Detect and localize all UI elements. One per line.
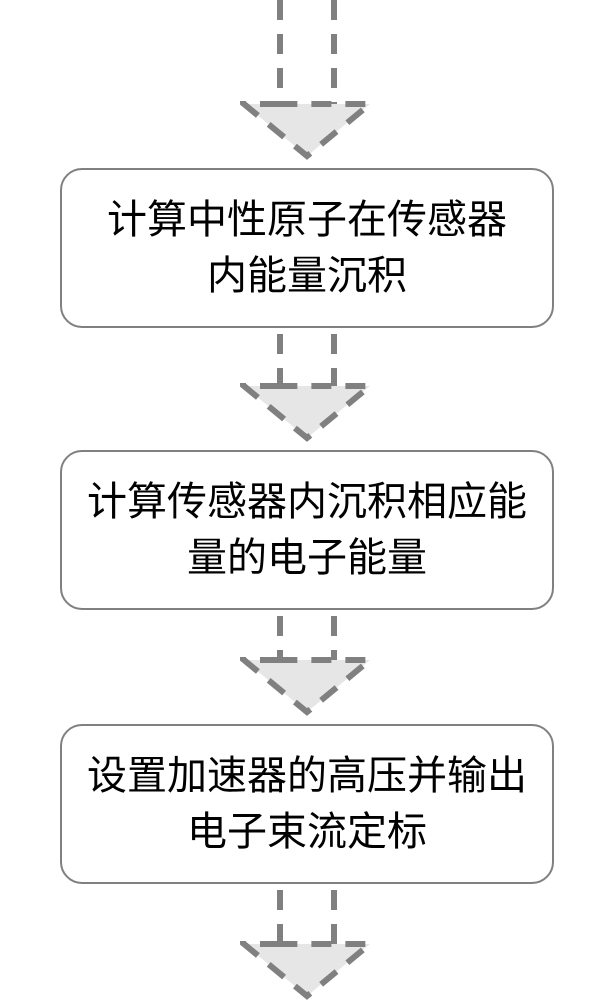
step-1-box: 计算中性原子在传感器 内能量沉积 xyxy=(60,168,554,328)
step-2-box: 计算传感器内沉积相应能 量的电子能量 xyxy=(60,450,554,610)
arrow-bottom xyxy=(240,890,374,1000)
flowchart-canvas: 计算中性原子在传感器 内能量沉积 计算传感器内沉积相应能 量的电子能量 设置加速… xyxy=(0,0,608,1000)
arrow-1-2 xyxy=(240,334,374,442)
step-3-text: 设置加速器的高压并输出 电子束流定标 xyxy=(87,748,527,860)
step-2-text: 计算传感器内沉积相应能 量的电子能量 xyxy=(87,474,527,586)
step-1-text: 计算中性原子在传感器 内能量沉积 xyxy=(107,192,507,304)
step-3-box: 设置加速器的高压并输出 电子束流定标 xyxy=(60,724,554,884)
arrow-2-3 xyxy=(240,616,374,716)
arrow-top xyxy=(240,0,374,160)
